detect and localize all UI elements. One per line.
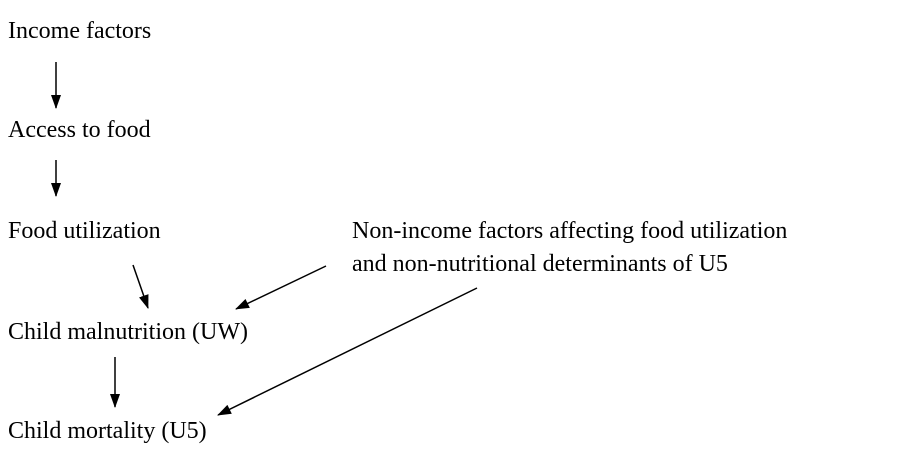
arrow (217, 287, 478, 416)
node-label: Child malnutrition (UW) (8, 319, 248, 345)
node-label: Non-income factors affecting food utiliz… (352, 218, 787, 244)
node-label: Income factors (8, 18, 151, 44)
node-label: and non-nutritional determinants of U5 (352, 251, 728, 277)
node-label: Food utilization (8, 218, 161, 244)
node-label: Child mortality (U5) (8, 418, 207, 444)
arrow (132, 264, 149, 309)
node-label: Access to food (8, 117, 151, 143)
arrow (235, 265, 327, 310)
